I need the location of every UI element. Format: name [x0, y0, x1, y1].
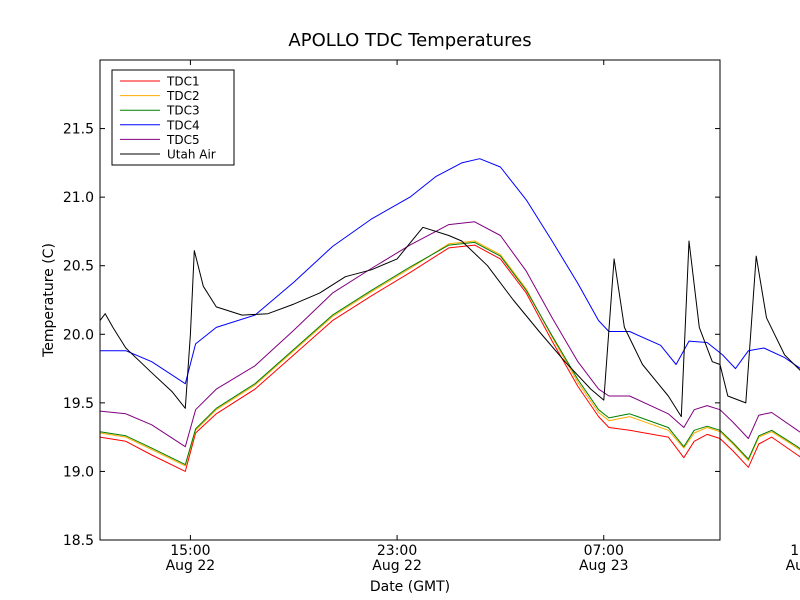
x-tick-date-label: Aug 23 [579, 558, 629, 574]
x-axis-label: Date (GMT) [370, 579, 450, 595]
y-tick-label: 18.5 [63, 533, 94, 549]
series-line-tdc3 [99, 241, 800, 466]
series-line-tdc5 [99, 221, 800, 448]
plot-border [99, 59, 721, 541]
legend-label-utah-air: Utah Air [167, 148, 216, 162]
x-tick-time-label: 07:00 [584, 543, 624, 559]
y-tick-label: 21.5 [63, 122, 94, 138]
series-line-utah-air [99, 226, 800, 418]
y-tick-label: 21.0 [63, 190, 94, 206]
x-tick-date-label: Aug 22 [166, 558, 216, 574]
series-line-tdc2 [99, 240, 800, 467]
x-tick-time-label: 15:00 [790, 543, 800, 559]
series-line-tdc4 [100, 158, 800, 385]
y-tick-label: 20.0 [63, 327, 94, 343]
chart-title: APOLLO TDC Temperatures [288, 30, 531, 51]
series-layer [99, 158, 800, 472]
legend-label-tdc3: TDC3 [166, 104, 200, 118]
y-axis-label: Temperature (C) [41, 243, 57, 358]
y-tick-label: 20.5 [63, 259, 94, 275]
legend-label-tdc2: TDC2 [166, 89, 200, 103]
y-tick-label: 19.5 [63, 396, 94, 412]
y-tick-label: 19.0 [63, 464, 94, 480]
series-line-tdc1 [99, 244, 800, 472]
legend-label-tdc4: TDC4 [166, 118, 200, 132]
legend-label-tdc1: TDC1 [166, 75, 200, 89]
x-tick-date-label: Aug 23 [786, 558, 800, 574]
x-tick-time-label: 23:00 [377, 543, 417, 559]
x-tick-time-label: 15:00 [170, 543, 210, 559]
legend-box [111, 69, 235, 166]
legend-label-tdc5: TDC5 [166, 133, 200, 147]
x-tick-date-label: Aug 22 [372, 558, 422, 574]
